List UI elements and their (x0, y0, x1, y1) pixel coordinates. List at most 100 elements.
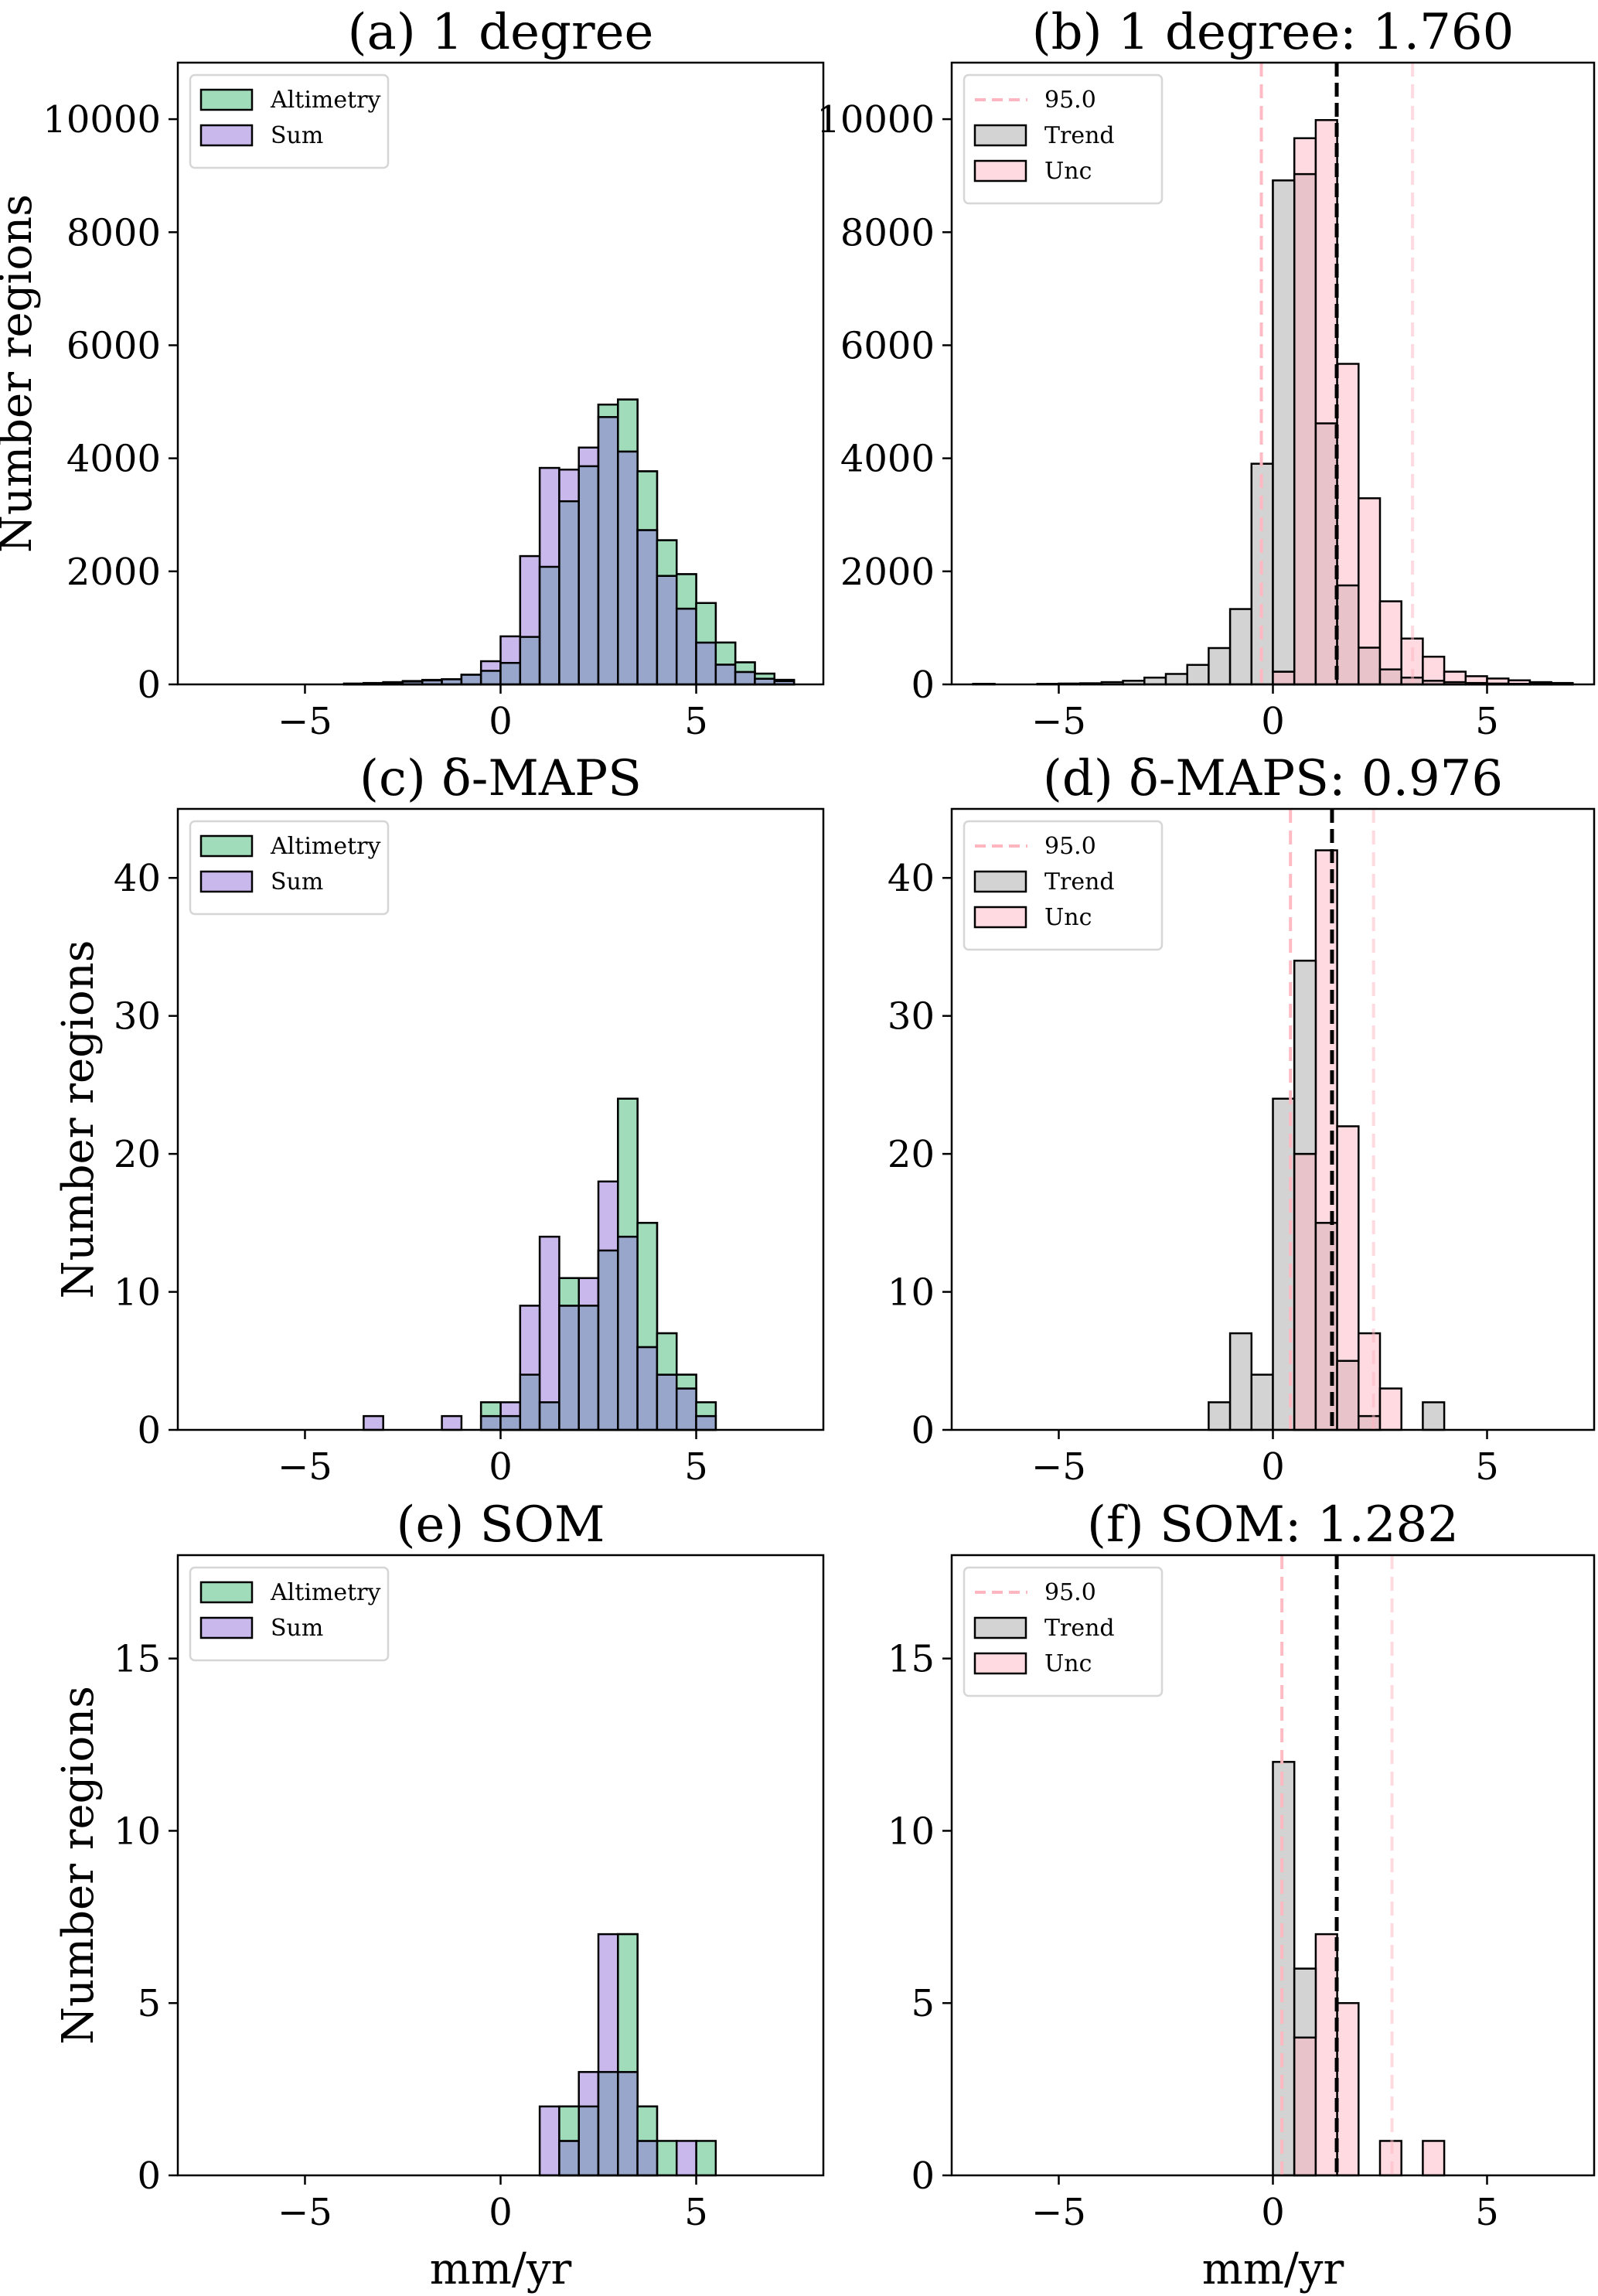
bar-overlap (597, 416, 619, 686)
legend-altimetry-swatch (199, 1581, 254, 1604)
x-axis-label: mm/yr (430, 2244, 572, 2294)
bar-altimetry-excess (636, 470, 659, 531)
bar-unc (1314, 1933, 1338, 2177)
bar-overlap (597, 1249, 619, 1431)
panel-e: −5 0 5 0 5 10 15 (e) SOM Number regions mm/yr Alti… (53, 1496, 825, 2294)
y-tick-label: 0 (137, 664, 161, 707)
bar-trend (1208, 1401, 1232, 1431)
bar-altimetry-excess (636, 1222, 659, 1349)
bar-overlap (1358, 1414, 1382, 1431)
y-tick-label: 8000 (66, 211, 161, 254)
legend-label: Unc (1044, 1650, 1092, 1677)
bar-sum (538, 2105, 560, 2177)
bar-sum (441, 1414, 463, 1431)
bars-a (342, 398, 796, 686)
bar-sum (538, 1235, 560, 1431)
bar-overlap (1336, 1360, 1360, 1431)
panel-title: (a) 1 degree (348, 4, 654, 61)
bar-overlap (479, 1414, 502, 1431)
legend: 95.0 Trend Unc (963, 1566, 1164, 1697)
panel-b: −5 0 5 0 2000 4000 6000 8000 10000 (b) 1 degree: … (816, 4, 1596, 743)
bar-overlap (675, 607, 697, 686)
x-tick-label: −5 (278, 700, 332, 743)
legend-label: 95.0 (1044, 1579, 1096, 1606)
legend-altimetry-swatch (199, 88, 254, 111)
y-tick-label: 5 (137, 1982, 161, 2025)
bar-trend (1186, 664, 1210, 686)
y-tick-label: 15 (114, 1638, 161, 1681)
bar-trend (1272, 1761, 1296, 2177)
bar-sum (363, 1414, 384, 1431)
bar-overlap (578, 1305, 600, 1431)
y-axis-label: Number regions (53, 1686, 104, 2045)
bars-e (538, 1933, 717, 2177)
panel-title: (f) SOM: 1.282 (1087, 1496, 1459, 1554)
legend-label: Altimetry (270, 833, 381, 860)
panel-c: −5 0 5 0 10 20 30 40 (c) δ-MAPS Number regions Alt… (53, 750, 825, 1489)
legend-label: 95.0 (1044, 87, 1096, 114)
bar-overlap (538, 1401, 560, 1431)
y-tick-label: 0 (911, 664, 935, 707)
bar-overlap (499, 661, 522, 686)
bar-overlap (1272, 670, 1296, 686)
legend-sum-swatch (199, 870, 254, 893)
x-tick-label: 0 (1261, 700, 1285, 743)
legend-sum-swatch (199, 1616, 254, 1639)
bar-unc (1336, 2001, 1360, 2177)
x-tick-label: 5 (684, 1445, 708, 1489)
panel-title: (d) δ-MAPS: 0.976 (1043, 750, 1503, 807)
bars-c (363, 1097, 717, 1431)
legend-label: Trend (1044, 868, 1115, 896)
bar-altimetry (695, 2140, 717, 2177)
bar-altimetry-excess (617, 1097, 639, 1238)
x-tick-label: −5 (278, 2191, 332, 2234)
bar-overlap (538, 565, 560, 686)
bar-overlap (1293, 1152, 1317, 1431)
bar-overlap (578, 2105, 600, 2177)
bar-altimetry-excess (617, 398, 639, 453)
y-tick-label: 0 (911, 2154, 935, 2198)
bar-overlap (558, 2140, 580, 2177)
bar-altimetry-excess (675, 1373, 697, 1390)
legend-unc-swatch (973, 906, 1027, 929)
x-tick-label: −5 (1031, 700, 1086, 743)
bar-overlap (1336, 584, 1360, 686)
y-tick-label: 10 (114, 1810, 161, 1853)
y-tick-label: 6000 (840, 324, 935, 367)
bar-altimetry-excess (695, 1401, 717, 1418)
y-tick-label: 40 (888, 857, 935, 900)
legend-sum-swatch (199, 124, 254, 147)
legend-label: Unc (1044, 904, 1092, 931)
bar-overlap (519, 636, 541, 686)
x-tick-label: 5 (1475, 2191, 1499, 2234)
bar-trend (1250, 1373, 1274, 1431)
bar-overlap (597, 2071, 619, 2177)
y-tick-label: 8000 (840, 211, 935, 254)
bar-trend-excess (1293, 1967, 1317, 2039)
x-tick-label: 5 (1475, 700, 1499, 743)
legend: Altimetry Sum (189, 73, 390, 169)
y-tick-label: 10 (888, 1810, 935, 1853)
bars-d (1208, 849, 1446, 1431)
bar-sum (675, 2140, 697, 2177)
x-tick-label: 0 (489, 1445, 513, 1489)
bar-altimetry-excess (773, 678, 796, 682)
bar-overlap (636, 529, 659, 686)
legend: 95.0 Trend Unc (963, 73, 1164, 205)
y-tick-label: 30 (114, 995, 161, 1039)
bar-unc (1378, 1387, 1402, 1431)
x-tick-label: 5 (1475, 1445, 1499, 1489)
bar-overlap (1358, 646, 1382, 686)
legend-label: Sum (271, 122, 323, 149)
bar-overlap (714, 664, 737, 686)
x-tick-label: 0 (489, 700, 513, 743)
bar-trend (1228, 1332, 1253, 1431)
bar-overlap (675, 1387, 697, 1431)
bar-trend (1422, 1401, 1446, 1431)
legend-label: Trend (1044, 1615, 1115, 1642)
x-tick-label: 0 (1261, 1445, 1285, 1489)
bar-trend (1143, 676, 1167, 686)
bar-altimetry-excess (656, 539, 678, 577)
bar-overlap (578, 465, 600, 686)
